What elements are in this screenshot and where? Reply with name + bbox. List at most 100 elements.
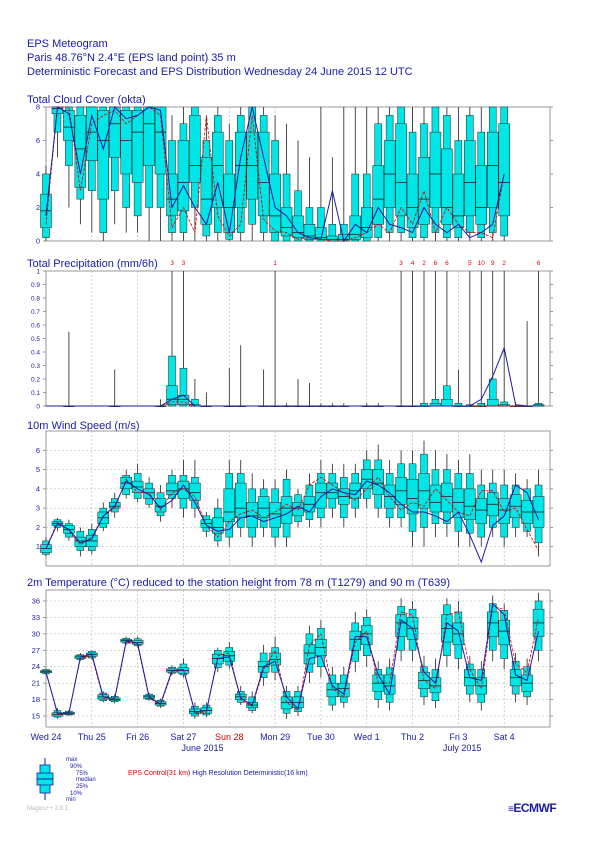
y-tick-label: 5 <box>36 465 40 474</box>
meteogram-title: EPS Meteogram <box>27 38 108 50</box>
box-p25-p75 <box>143 488 155 499</box>
ensemble-box <box>429 658 442 708</box>
ensemble-box <box>212 107 224 241</box>
box-p25-p75 <box>177 480 190 499</box>
logo-text: ECMWF <box>513 801 557 815</box>
ensemble-box <box>464 454 476 547</box>
box-p25-p75 <box>131 110 144 183</box>
ensemble-box <box>234 459 247 538</box>
y-tick-label: 36 <box>32 596 40 605</box>
y-tick-label: 0.7 <box>31 309 40 316</box>
ensemble-box <box>383 459 396 528</box>
day-label: Wed 24 <box>31 732 62 742</box>
ensemble-box <box>349 107 362 242</box>
y-tick-label: 0.4 <box>31 350 40 357</box>
box-p10-p90 <box>179 367 188 407</box>
box-p25-p75 <box>475 165 488 225</box>
hres-series-line <box>45 106 505 243</box>
box-p25-p75 <box>269 502 281 528</box>
day-label: Thu 25 <box>78 732 106 742</box>
ensemble-box <box>383 107 396 241</box>
ensemble-box <box>475 469 488 547</box>
day-label: Fri 26 <box>126 732 149 742</box>
ensemble-box <box>486 106 499 241</box>
y-tick-label: 0.6 <box>31 323 40 330</box>
wind-panel-title: 10m Wind Speed (m/s) <box>27 420 140 432</box>
month-label: June 2015 <box>182 743 224 753</box>
overflow-label: 5 <box>468 260 472 267</box>
box-p25-p75 <box>223 651 236 662</box>
box-p25-p75 <box>189 115 201 183</box>
overflow-label: 6 <box>434 260 438 267</box>
y-tick-label: 0 <box>36 404 40 411</box>
ensemble-box <box>131 463 144 503</box>
y-tick-label: 1 <box>36 269 40 276</box>
ensemble-box <box>120 106 132 233</box>
ensemble-box <box>395 598 407 662</box>
day-label: Fri 3 <box>449 732 467 742</box>
ensemble-box <box>212 498 224 547</box>
box-p25-p75 <box>360 625 373 646</box>
box-p25-p75 <box>97 110 110 200</box>
ensemble-box <box>395 450 407 528</box>
ensemble-box <box>406 107 419 241</box>
ensemble-box <box>441 598 453 667</box>
ensemble-box <box>131 106 144 233</box>
overflow-label: 6 <box>537 260 541 267</box>
legend-p90: 90% <box>70 764 83 770</box>
y-tick-label: 0.3 <box>31 363 40 370</box>
box-p10-p90 <box>168 355 176 407</box>
box-p25-p75 <box>166 385 178 405</box>
hres-series-line <box>45 602 539 714</box>
box-p25-p75 <box>429 131 442 208</box>
y-tick-label: 30 <box>32 629 40 638</box>
legend-p75: 75% <box>76 771 89 777</box>
ensemble-box <box>303 157 316 242</box>
box-p25-p75 <box>452 173 465 228</box>
ensemble-box <box>303 625 316 684</box>
control-series-line <box>45 106 505 242</box>
box-p25-p75 <box>154 106 167 175</box>
box-p25-p75 <box>406 173 419 228</box>
y-tick-label: 3 <box>36 504 40 513</box>
logo-mark-icon: ≡ <box>508 804 514 815</box>
hres-series-line <box>45 480 539 564</box>
box-p25-p75 <box>406 478 419 515</box>
box-p25-p75 <box>498 123 510 217</box>
ensemble-box <box>532 592 545 662</box>
hres-legend-label: High Resolution Deterministic(16 km) <box>192 770 308 777</box>
line-legend: EPS Control(31 km) High Resolution Deter… <box>128 770 308 777</box>
box-p25-p75 <box>166 482 178 495</box>
day-label: Sat 4 <box>494 732 515 742</box>
legend-p25: 25% <box>76 784 89 790</box>
box-p25-p75 <box>120 110 132 175</box>
box-p25-p75 <box>486 611 499 637</box>
box-p25-p75 <box>154 498 167 513</box>
overflow-label: 9 <box>491 260 495 267</box>
ensemble-box <box>360 107 373 242</box>
box-p25-p75 <box>349 630 362 651</box>
y-tick-label: 1 <box>36 542 40 551</box>
y-tick-label: 0.8 <box>31 296 40 303</box>
y-tick-label: 21 <box>32 679 40 688</box>
ensemble-box <box>338 463 350 528</box>
y-tick-label: 27 <box>32 646 40 655</box>
ensemble-box <box>475 107 488 241</box>
y-tick-label: 6 <box>36 446 40 455</box>
overflow-label: 1 <box>273 260 277 267</box>
box-p25-p75 <box>498 498 510 524</box>
box-p25-p75 <box>269 173 281 233</box>
panel-frame <box>45 589 551 728</box>
box-p25-p75 <box>452 488 465 519</box>
day-label: Wed 1 <box>354 732 380 742</box>
box-p25-p75 <box>360 207 373 238</box>
panel-frame <box>45 430 551 567</box>
y-tick-label: 0.1 <box>31 390 40 397</box>
ensemble-box <box>418 440 430 547</box>
ensemble-box <box>418 107 430 241</box>
ensemble-box <box>452 459 465 547</box>
y-tick-label: 0.2 <box>31 377 40 384</box>
box-p25-p75 <box>292 215 304 238</box>
ensemble-box <box>143 477 155 509</box>
